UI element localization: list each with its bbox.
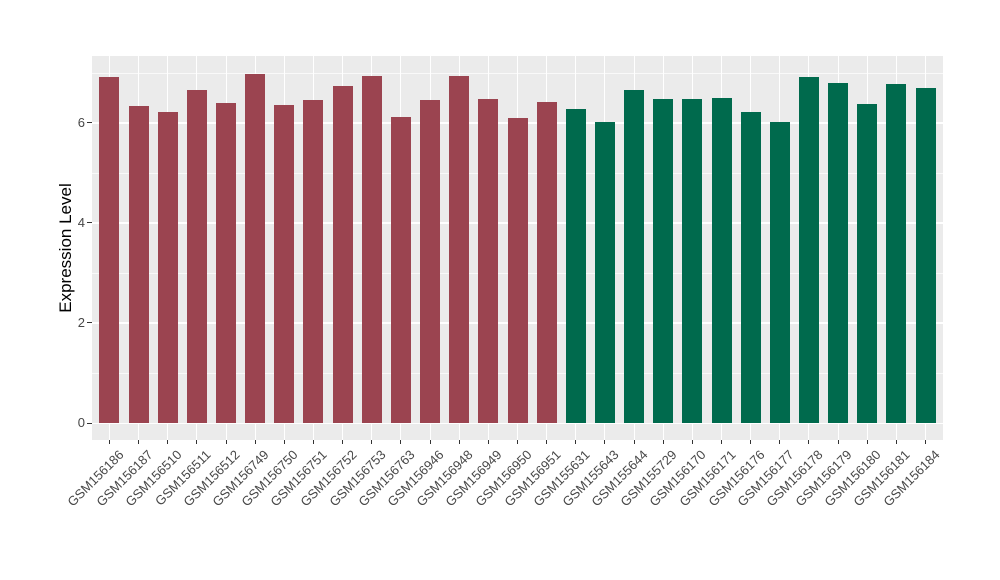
y-tick-label: 4 — [77, 214, 85, 230]
bar — [478, 98, 499, 423]
y-tick-label: 6 — [77, 114, 85, 130]
x-tick-mark — [108, 440, 110, 444]
x-tick-mark — [662, 440, 664, 444]
bar — [303, 100, 324, 423]
x-tick-mark — [866, 440, 868, 444]
x-tick-mark — [429, 440, 431, 444]
x-tick-mark — [254, 440, 256, 444]
y-tick-mark — [87, 322, 92, 324]
bar — [332, 85, 353, 423]
bar — [682, 99, 703, 423]
bar — [186, 90, 207, 423]
bar — [915, 87, 936, 423]
bar — [769, 121, 790, 423]
x-tick-mark — [604, 440, 606, 444]
x-tick-mark — [546, 440, 548, 444]
minor-gridline — [92, 72, 943, 74]
x-tick-mark — [750, 440, 752, 444]
bar — [216, 102, 237, 423]
x-tick-mark — [721, 440, 722, 444]
x-tick-mark — [167, 440, 169, 444]
x-tick-mark — [342, 440, 344, 444]
bar — [157, 112, 178, 423]
y-tick-label: 2 — [77, 314, 85, 330]
x-tick-mark — [691, 440, 693, 444]
y-tick-mark — [87, 222, 92, 224]
x-tick-mark — [371, 440, 373, 444]
x-tick-mark — [837, 440, 839, 444]
bar — [536, 101, 557, 423]
x-tick-mark — [895, 440, 897, 444]
major-gridline — [92, 422, 943, 424]
plot-panel — [92, 56, 943, 440]
bar — [711, 97, 732, 423]
x-tick-mark — [779, 440, 781, 444]
x-tick-mark — [925, 440, 926, 444]
x-tick-mark — [458, 440, 460, 444]
bar — [274, 104, 295, 423]
bar — [740, 112, 761, 423]
bar — [449, 76, 470, 423]
bar — [507, 117, 528, 423]
x-tick-mark — [225, 440, 227, 444]
x-tick-mark — [487, 440, 489, 444]
x-tick-mark — [196, 440, 198, 444]
bar — [828, 82, 849, 423]
bar — [594, 121, 615, 423]
bar — [420, 99, 441, 423]
bar — [798, 77, 819, 423]
bar — [128, 105, 149, 423]
x-tick-mark — [283, 440, 285, 444]
y-axis-title: Expression Level — [56, 183, 75, 313]
bar — [624, 90, 645, 423]
x-tick-mark — [808, 440, 810, 444]
bar — [99, 76, 120, 423]
y-tick-mark — [87, 422, 92, 424]
bar — [886, 84, 907, 423]
bar — [390, 116, 411, 423]
x-tick-mark — [400, 440, 402, 444]
y-tick-mark — [87, 122, 92, 124]
x-tick-mark — [633, 440, 635, 444]
y-tick-label: 0 — [77, 415, 85, 430]
bar — [245, 74, 266, 423]
bar — [361, 75, 382, 423]
x-tick-mark — [517, 440, 518, 444]
bar — [653, 99, 674, 423]
x-tick-mark — [312, 440, 314, 444]
x-tick-mark — [138, 440, 140, 444]
bar — [857, 103, 878, 423]
x-tick-mark — [575, 440, 577, 444]
bar — [565, 108, 586, 423]
